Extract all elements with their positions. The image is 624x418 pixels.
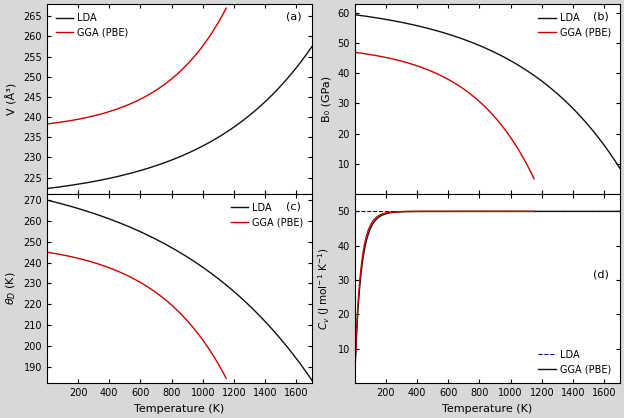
Text: (b): (b) bbox=[593, 12, 609, 22]
Legend: LDA, GGA (PBE): LDA, GGA (PBE) bbox=[227, 199, 307, 231]
Y-axis label: $\theta_D$ (K): $\theta_D$ (K) bbox=[4, 272, 17, 306]
Text: (d): (d) bbox=[593, 270, 609, 280]
Y-axis label: B₀ (GPa): B₀ (GPa) bbox=[322, 76, 332, 122]
Legend: LDA, GGA (PBE): LDA, GGA (PBE) bbox=[535, 9, 615, 42]
X-axis label: Temperature (K): Temperature (K) bbox=[134, 404, 225, 414]
Text: (c): (c) bbox=[286, 201, 301, 212]
Legend: LDA, GGA (PBE): LDA, GGA (PBE) bbox=[52, 9, 132, 42]
Legend: LDA, GGA (PBE): LDA, GGA (PBE) bbox=[535, 346, 615, 379]
Y-axis label: $C_v$ (J mol$^{-1}$ K$^{-1}$): $C_v$ (J mol$^{-1}$ K$^{-1}$) bbox=[316, 247, 332, 330]
Y-axis label: V (Å³): V (Å³) bbox=[6, 83, 17, 115]
X-axis label: Temperature (K): Temperature (K) bbox=[442, 404, 532, 414]
Text: (a): (a) bbox=[286, 12, 301, 22]
